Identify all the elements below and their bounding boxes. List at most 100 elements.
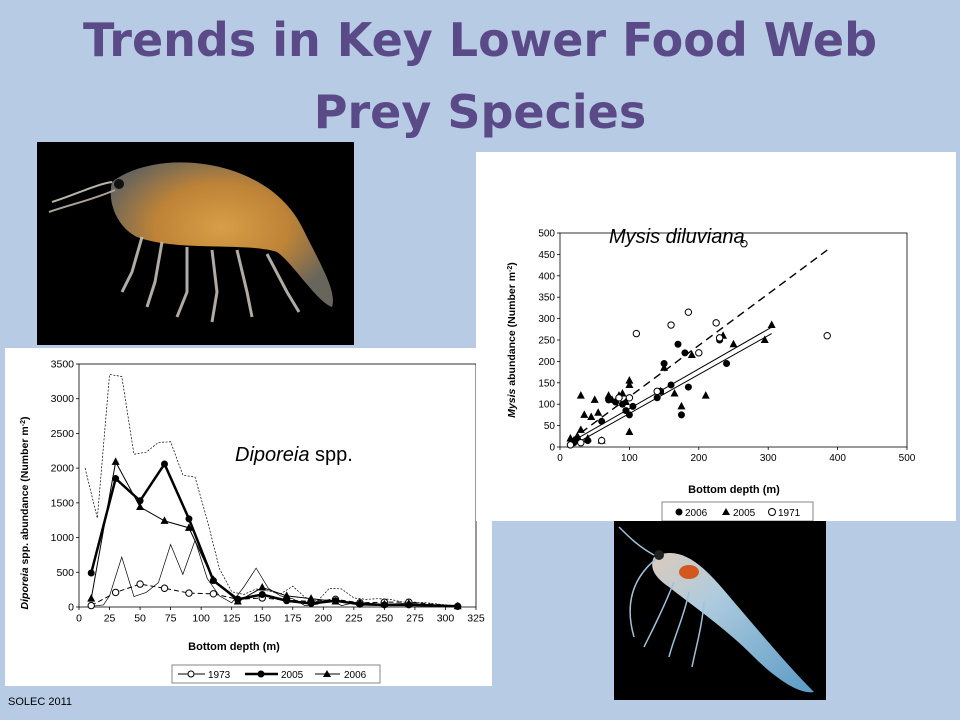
diporeia-x-tick-label: 250 (376, 613, 394, 625)
legend-label-2006: 2006 (685, 508, 708, 519)
diporeia-point-2006 (453, 601, 462, 610)
diporeia-point-2006 (184, 523, 193, 531)
mysis-point-2005 (670, 389, 679, 397)
slide-title-line1: Trends in Key Lower Food Web (82, 13, 878, 67)
diporeia-point-1973 (185, 589, 193, 597)
mysis-point-2006 (598, 417, 606, 425)
diporeia-series-line-1973 (90, 583, 458, 607)
mysis-x-tick-label: 500 (899, 453, 916, 464)
diporeia-point-2006 (160, 516, 169, 524)
diporeia-chart: 0 500 1000 1500 2000 2500 3000 3500 0 25 50 75 100 12… (19, 359, 485, 684)
diporeia-point-2005 (283, 597, 291, 605)
diporeia-point-2005 (161, 460, 169, 468)
mysis-y-tick-label: 0 (549, 443, 555, 454)
mysis-point-1971 (667, 321, 675, 329)
mysis-point-1971 (823, 332, 831, 340)
legend-marker-2005 (257, 670, 265, 678)
mysis-x-tick-label: 400 (829, 453, 846, 464)
mysis-point-1971 (715, 334, 724, 342)
mysis-point-2006 (674, 340, 682, 348)
legend-label-1971: 1971 (778, 508, 801, 519)
mysis-point-1971 (632, 329, 641, 338)
diporeia-x-tick-label: 150 (253, 613, 271, 625)
mysis-point-2005 (660, 363, 669, 371)
legend-label-2005: 2005 (733, 508, 756, 519)
mysis-y-tick-label: 200 (538, 357, 555, 368)
mysis-point-2006 (667, 381, 675, 389)
diporeia-x-tick-label: 325 (467, 613, 485, 625)
diporeia-point-2006 (282, 591, 291, 599)
diporeia-y-axis-label: Diporeia spp. abundance (Number m-2) (19, 417, 31, 610)
mysis-trendline-solid (577, 326, 772, 439)
mysis-point-2006 (629, 402, 637, 410)
diporeia-y-tick-label: 3500 (51, 359, 75, 371)
mysis-point-2006 (625, 411, 633, 419)
mysis-point-1971 (615, 394, 623, 402)
mysis-point-2005 (677, 401, 686, 410)
diporeia-point-2005 (185, 515, 193, 523)
diporeia-point-2005 (87, 569, 95, 577)
mysis-y-tick-label: 100 (538, 400, 555, 411)
diporeia-x-tick-label: 25 (104, 613, 116, 625)
diporeia-x-tick-label: 50 (134, 613, 146, 625)
legend-marker-2006 (323, 670, 331, 677)
mysis-y-tick-label: 50 (544, 421, 556, 432)
mysis-point-2005 (604, 391, 613, 399)
diporeia-point-1973 (111, 588, 120, 597)
mysis-x-tick-label: 100 (621, 453, 638, 464)
diporeia-point-2005 (136, 497, 144, 505)
legend-marker-2005 (722, 508, 730, 515)
diporeia-x-axis-label: Bottom depth (m) (188, 641, 280, 653)
mysis-y-axis-label: Mysis abundance (Number m-2) (506, 262, 518, 418)
diporeia-x-tick-label: 225 (345, 613, 363, 625)
mysis-y-tick-label: 400 (538, 271, 555, 282)
mysis-point-2005 (576, 391, 585, 399)
mysis-point-1971 (566, 441, 575, 449)
diporeia-point-2006 (380, 599, 389, 608)
diporeia-x-tick-label: 300 (437, 613, 455, 625)
diporeia-x-tick-label: 0 (76, 613, 82, 625)
diporeia-x-tick-label: 200 (315, 613, 333, 625)
diporeia-point-2006 (331, 596, 340, 605)
mysis-point-1971 (577, 439, 585, 447)
mysis-point-2005 (573, 431, 582, 440)
diporeia-x-tick-label: 175 (284, 613, 302, 625)
diporeia-photo (37, 142, 354, 345)
diporeia-x-tick-label: 100 (192, 613, 210, 625)
diporeia-x-tick-label: 125 (223, 613, 241, 625)
diporeia-point-2006 (355, 598, 364, 606)
diporeia-point-1973 (87, 601, 95, 610)
mysis-point-2006 (677, 411, 685, 419)
mysis-point-2005 (701, 391, 710, 399)
mysis-y-tick-label: 150 (538, 378, 555, 389)
mysis-y-tick-label: 500 (538, 229, 555, 240)
mysis-trendline-dashed (569, 249, 828, 442)
diporeia-point-2006 (307, 594, 316, 602)
mysis-point-2005 (594, 408, 603, 416)
mysis-point-1971 (653, 387, 661, 396)
diporeia-envelope-dotted (84, 374, 461, 606)
mysis-point-2005 (621, 397, 630, 406)
diporeia-point-2005 (112, 475, 120, 483)
mysis-trendline-solid (577, 333, 772, 444)
diporeia-x-tick-label: 75 (165, 613, 177, 625)
diporeia-point-2005 (258, 591, 266, 599)
mysis-point-2005 (583, 433, 592, 442)
diporeia-point-2006 (209, 575, 218, 583)
diporeia-legend: 1973 2005 2006 (171, 664, 381, 684)
diporeia-plot-area (78, 363, 477, 608)
mysis-point-2005 (608, 395, 617, 403)
slide-title-line2: Prey Species (313, 85, 647, 139)
diporeia-point-1973 (160, 584, 169, 592)
diporeia-y-tick-label: 2000 (51, 463, 75, 475)
diporeia-point-2006 (258, 583, 267, 591)
footer-credit: SOLEC 2011 (8, 696, 73, 708)
mysis-point-1971 (740, 240, 748, 248)
mysis-point-1971 (712, 319, 720, 327)
diporeia-point-2006 (233, 596, 242, 605)
mysis-x-tick-label: 0 (557, 453, 563, 464)
diporeia-y-tick-label: 2500 (51, 428, 75, 440)
mysis-point-2005 (625, 376, 634, 384)
mysis-x-tick-label: 200 (690, 453, 707, 464)
diporeia-chart-panel: 0 500 1000 1500 2000 2500 3000 3500 0 25 50 75 100 12… (5, 348, 492, 686)
